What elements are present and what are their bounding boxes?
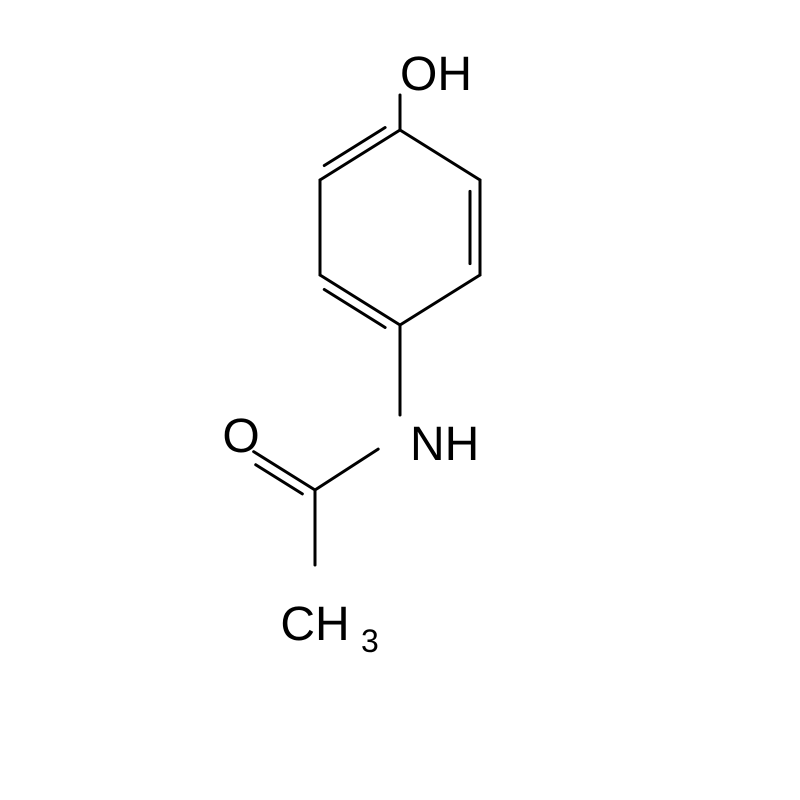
atom-label: NH: [410, 418, 479, 471]
bond-line: [320, 275, 400, 325]
bond-line: [315, 449, 378, 490]
molecule-canvas: OH NH O CH 3: [0, 0, 800, 800]
bond-line: [400, 275, 480, 325]
atom-label: CH: [280, 598, 349, 651]
bond-line: [400, 130, 480, 180]
atom-label: 3: [361, 623, 379, 659]
atom-label: OH: [400, 48, 472, 101]
bond-line: [320, 130, 400, 180]
atom-label: O: [222, 410, 259, 463]
